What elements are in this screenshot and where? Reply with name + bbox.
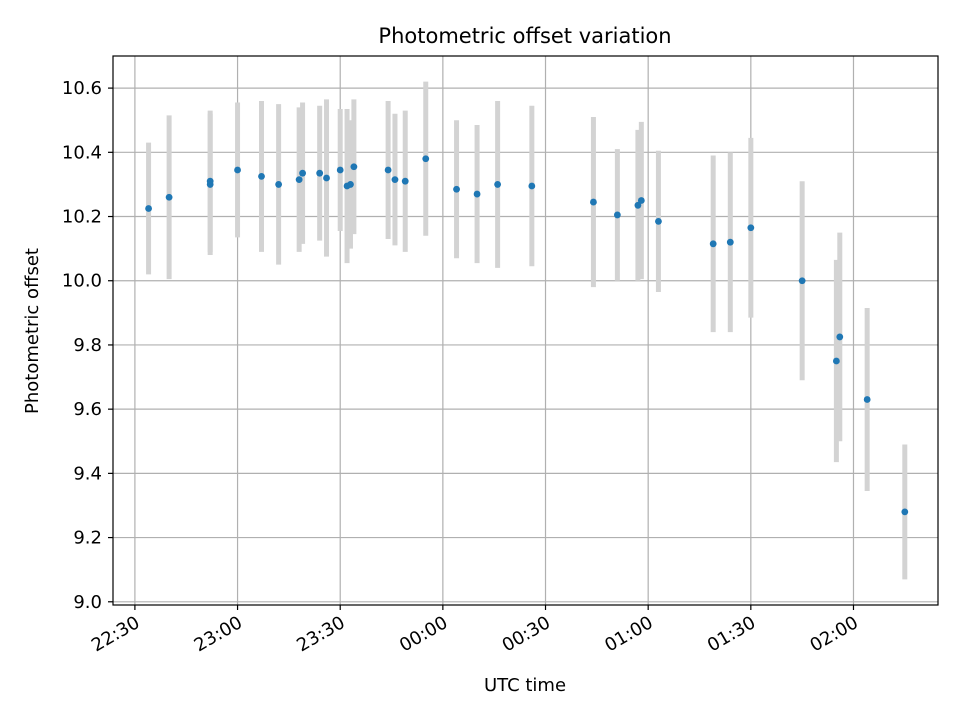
plot-frame	[112, 55, 939, 606]
data-point	[299, 169, 306, 177]
data-point	[336, 166, 344, 174]
data-point	[494, 181, 502, 188]
data-point	[206, 181, 214, 188]
data-point	[422, 155, 430, 163]
data-point	[590, 198, 597, 206]
data-point	[709, 240, 717, 248]
data-point	[350, 163, 358, 171]
data-point	[258, 172, 265, 180]
y-tick-label: 10.0	[62, 271, 102, 292]
data-point	[391, 176, 399, 184]
data-point	[384, 166, 392, 174]
data-point	[275, 181, 283, 188]
data-point	[473, 190, 481, 198]
data-point	[747, 224, 755, 232]
y-tick-label: 9.4	[73, 463, 102, 484]
data-point	[453, 185, 460, 193]
data-point	[634, 201, 642, 209]
chart-title: Photometric offset variation	[378, 24, 671, 48]
data-point	[528, 182, 536, 190]
data-point	[613, 211, 621, 219]
y-tick-label: 9.6	[73, 399, 102, 420]
data-point	[234, 166, 241, 174]
data-point	[836, 333, 844, 341]
data-point	[655, 217, 662, 225]
data-point	[726, 238, 734, 246]
data-point	[316, 169, 324, 177]
data-point	[145, 205, 152, 212]
y-tick-label: 10.4	[62, 142, 102, 163]
data-point	[798, 277, 806, 285]
data-point	[901, 508, 909, 516]
data-points	[145, 155, 909, 516]
data-point	[323, 174, 330, 182]
y-tick-label: 9.0	[73, 592, 102, 613]
y-axis-label: Photometric offset	[22, 248, 43, 414]
data-point	[165, 193, 173, 201]
data-point	[863, 396, 871, 403]
data-point	[295, 176, 303, 184]
y-axis-ticks: 9.0 9.2 9.4 9.6 9.8 10.0 10.2 10.4 10.6	[62, 78, 113, 613]
x-axis-label: UTC time	[484, 675, 566, 696]
y-tick-label: 9.8	[73, 335, 102, 356]
y-tick-label: 10.2	[62, 207, 102, 228]
data-point	[401, 177, 409, 185]
data-point	[832, 357, 840, 365]
y-tick-label: 9.2	[73, 528, 102, 549]
data-point	[347, 181, 354, 188]
y-tick-label: 10.6	[62, 78, 102, 99]
data-point	[637, 197, 645, 204]
